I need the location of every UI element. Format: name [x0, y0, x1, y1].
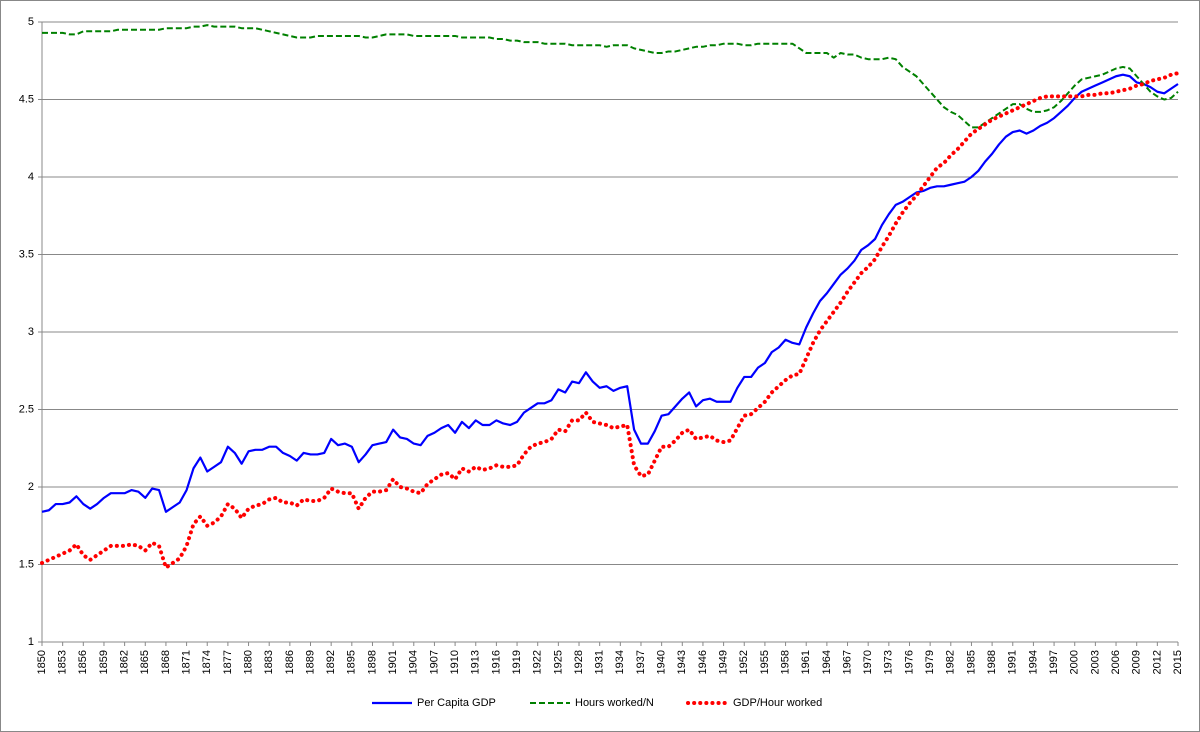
x-tick-label: 1994 [1027, 650, 1039, 674]
x-tick-label: 1871 [180, 650, 192, 674]
x-tick-label: 1997 [1048, 650, 1060, 674]
x-tick-label: 1955 [759, 650, 771, 674]
legend-label: Hours worked/N [575, 697, 654, 709]
y-tick-label: 1 [28, 636, 34, 648]
x-tick-label: 1922 [532, 650, 544, 674]
x-tick-label: 1949 [718, 650, 730, 674]
x-tick-label: 1973 [883, 650, 895, 674]
x-tick-label: 1889 [304, 650, 316, 674]
y-tick-label: 4.5 [19, 93, 34, 105]
x-tick-label: 1919 [511, 650, 523, 674]
y-tick-label: 2 [28, 481, 34, 493]
y-tick-label: 2.5 [19, 403, 34, 415]
x-tick-label: 2015 [1172, 650, 1184, 674]
x-tick-label: 1916 [490, 650, 502, 674]
x-tick-label: 2000 [1069, 650, 1081, 674]
x-tick-label: 1862 [119, 650, 131, 674]
x-tick-label: 1991 [1007, 650, 1019, 674]
x-tick-label: 1904 [408, 650, 420, 674]
x-tick-label: 1901 [387, 650, 399, 674]
x-tick-label: 1958 [779, 650, 791, 674]
x-tick-label: 1988 [986, 650, 998, 674]
y-tick-label: 3 [28, 326, 34, 338]
x-tick-label: 1874 [201, 650, 213, 674]
x-tick-label: 1880 [242, 650, 254, 674]
x-tick-label: 1928 [573, 650, 585, 674]
x-tick-label: 1940 [656, 650, 668, 674]
x-tick-label: 1934 [614, 650, 626, 674]
x-tick-label: 1946 [697, 650, 709, 674]
x-tick-label: 1970 [862, 650, 874, 674]
x-tick-label: 1853 [57, 650, 69, 674]
y-tick-label: 3.5 [19, 248, 34, 260]
x-tick-label: 1907 [428, 650, 440, 674]
x-tick-label: 1931 [594, 650, 606, 674]
x-tick-label: 1868 [160, 650, 172, 674]
x-tick-label: 1856 [77, 650, 89, 674]
x-tick-label: 1895 [346, 650, 358, 674]
x-tick-label: 1913 [470, 650, 482, 674]
y-tick-label: 1.5 [19, 558, 34, 570]
x-tick-label: 2009 [1131, 650, 1143, 674]
y-tick-label: 5 [28, 16, 34, 28]
x-tick-label: 1943 [676, 650, 688, 674]
x-tick-label: 1937 [635, 650, 647, 674]
x-tick-label: 1898 [366, 650, 378, 674]
x-tick-label: 1886 [284, 650, 296, 674]
legend-label: Per Capita GDP [417, 697, 496, 709]
series-line [40, 71, 1180, 570]
x-tick-label: 1961 [800, 650, 812, 674]
x-tick-label: 1877 [222, 650, 234, 674]
x-tick-label: 1910 [449, 650, 461, 674]
y-tick-label: 4 [28, 171, 34, 183]
x-tick-label: 2003 [1089, 650, 1101, 674]
x-tick-label: 1850 [36, 650, 48, 674]
series-line [41, 73, 1179, 513]
x-tick-label: 1976 [903, 650, 915, 674]
x-tick-label: 1967 [841, 650, 853, 674]
x-tick-label: 1865 [139, 650, 151, 674]
x-tick-label: 2012 [1151, 650, 1163, 674]
x-tick-label: 1982 [945, 650, 957, 674]
x-tick-label: 1925 [552, 650, 564, 674]
x-tick-label: 1952 [738, 650, 750, 674]
legend-label: GDP/Hour worked [733, 697, 822, 709]
x-tick-label: 1892 [325, 650, 337, 674]
x-tick-label: 2006 [1110, 650, 1122, 674]
x-tick-label: 1883 [263, 650, 275, 674]
x-tick-label: 1979 [924, 650, 936, 674]
x-tick-label: 1859 [98, 650, 110, 674]
x-tick-label: 1985 [965, 650, 977, 674]
x-tick-label: 1964 [821, 650, 833, 674]
